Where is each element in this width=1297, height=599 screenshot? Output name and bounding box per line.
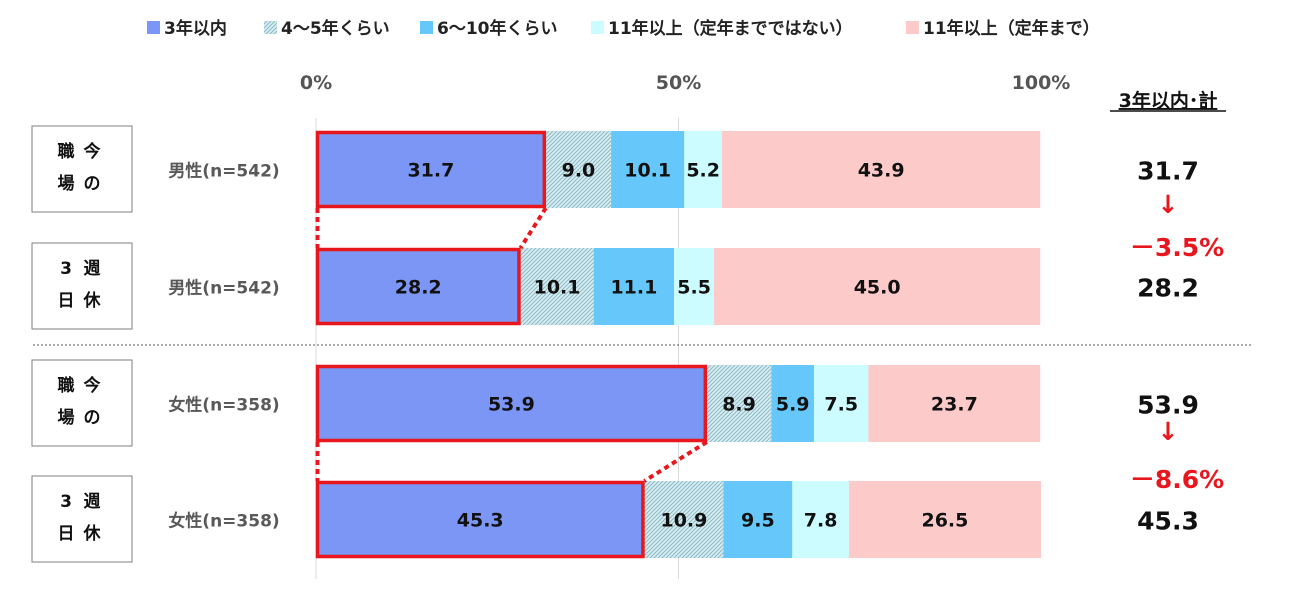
category-box bbox=[31, 359, 133, 447]
data-label: 23.7 bbox=[931, 394, 978, 416]
data-label: 10.9 bbox=[660, 510, 707, 532]
category-char: 日 bbox=[58, 291, 75, 311]
category-char: 週 bbox=[84, 259, 101, 279]
bar-segment bbox=[316, 365, 707, 442]
category-box bbox=[31, 475, 133, 563]
data-label: 9.5 bbox=[741, 510, 775, 532]
bar-segment bbox=[792, 481, 849, 558]
data-label: 5.2 bbox=[686, 160, 720, 182]
data-label: 5.5 bbox=[677, 277, 711, 299]
total-value: 53.9 bbox=[1137, 391, 1199, 420]
category-char: 職 bbox=[58, 141, 75, 162]
category-char: 職 bbox=[58, 375, 75, 396]
data-label: 28.2 bbox=[395, 277, 442, 299]
bar-segment bbox=[723, 481, 793, 558]
category-char: 3 bbox=[60, 492, 72, 512]
total-header: 3年以内･計 bbox=[1119, 89, 1218, 112]
data-label: 53.9 bbox=[488, 394, 535, 416]
highlight-outline bbox=[315, 364, 708, 443]
tick-label: 0% bbox=[300, 72, 332, 94]
bar-segment bbox=[316, 248, 521, 325]
highlight-outline bbox=[315, 247, 521, 326]
data-label: 31.7 bbox=[407, 160, 454, 182]
bar-segment bbox=[674, 248, 715, 325]
category-char: 3 bbox=[60, 259, 72, 279]
data-label: 5.9 bbox=[776, 394, 810, 416]
difference-value: －3.5% bbox=[1130, 233, 1224, 262]
data-label: 45.0 bbox=[854, 277, 901, 299]
data-label: 11.1 bbox=[610, 277, 657, 299]
category-char: 週 bbox=[84, 492, 101, 512]
totals-column: 3年以内･計 31.7 28.2 53.9 45.3 ↓ －3.5% ↓ －8.6% bbox=[1110, 89, 1226, 536]
bar-segment bbox=[644, 481, 724, 558]
data-label: 7.5 bbox=[824, 394, 858, 416]
legend-label: 11年以上（定年まで） bbox=[923, 18, 1100, 39]
data-label: 43.9 bbox=[858, 160, 905, 182]
legend-label: 6〜10年くらい bbox=[437, 18, 558, 39]
group-label: 女性(n=358) bbox=[168, 511, 279, 532]
category-char: 場 bbox=[58, 174, 75, 194]
legend: 3年以内 4〜5年くらい 6〜10年くらい 11年以上（定年までではない） 11年以上（… bbox=[147, 18, 1100, 39]
down-arrow-icon: ↓ bbox=[1158, 190, 1179, 219]
bar-segment bbox=[611, 131, 685, 208]
highlight-outline bbox=[315, 480, 645, 559]
category-char: の bbox=[84, 408, 101, 428]
bar-segment bbox=[316, 481, 645, 558]
bar-segment bbox=[722, 131, 1041, 208]
total-value: 45.3 bbox=[1137, 507, 1199, 536]
bar-segment bbox=[848, 481, 1041, 558]
group-label: 男性(n=542) bbox=[168, 278, 279, 299]
category-char: 休 bbox=[83, 290, 102, 311]
connector-right bbox=[518, 206, 548, 250]
total-value: 31.7 bbox=[1137, 157, 1199, 186]
difference-value: －8.6% bbox=[1130, 465, 1224, 494]
category-char: 日 bbox=[58, 524, 75, 544]
data-label: 8.9 bbox=[722, 394, 756, 416]
legend-label: 11年以上（定年までではない） bbox=[608, 18, 853, 39]
data-label: 10.1 bbox=[534, 277, 581, 299]
category-box bbox=[31, 125, 133, 213]
category-box bbox=[31, 242, 133, 330]
bar-segment bbox=[545, 131, 612, 208]
category-char: 場 bbox=[58, 408, 75, 428]
category-char: の bbox=[84, 174, 101, 194]
bar-segment bbox=[714, 248, 1041, 325]
bar-segment bbox=[520, 248, 594, 325]
category-char: 休 bbox=[83, 523, 102, 544]
category-char: 今 bbox=[84, 375, 101, 396]
bars: 31.7 9.0 10.1 5.2 43.9 28.2 10.1 11.1 5.5 45.0 53.… bbox=[315, 130, 1041, 559]
data-label: 9.0 bbox=[562, 160, 596, 182]
down-arrow-icon: ↓ bbox=[1158, 417, 1179, 446]
tick-label: 100% bbox=[1012, 72, 1071, 94]
data-label: 7.8 bbox=[804, 510, 838, 532]
group-label: 女性(n=358) bbox=[168, 395, 279, 416]
data-label: 26.5 bbox=[921, 510, 968, 532]
bar-segment bbox=[316, 131, 546, 208]
total-value: 28.2 bbox=[1137, 274, 1199, 303]
group-label: 男性(n=542) bbox=[168, 161, 279, 182]
legend-label: 4〜5年くらい bbox=[281, 18, 390, 39]
data-label: 45.3 bbox=[457, 510, 504, 532]
highlight-outline bbox=[315, 130, 547, 209]
legend-swatch bbox=[147, 21, 160, 34]
bar-segment bbox=[706, 365, 772, 442]
data-label: 10.1 bbox=[624, 160, 671, 182]
legend-swatch bbox=[264, 21, 277, 34]
connector-right bbox=[643, 440, 708, 483]
legend-label: 3年以内 bbox=[164, 18, 227, 39]
bar-segment bbox=[814, 365, 869, 442]
row-labels: 今職の場男性(n=542)週3休日男性(n=542)今職の場女性(n=358)週… bbox=[31, 125, 280, 563]
legend-swatch bbox=[420, 21, 433, 34]
category-char: 今 bbox=[84, 141, 101, 162]
bar-segment bbox=[868, 365, 1041, 442]
x-axis: 0% 50% 100% bbox=[300, 72, 1070, 94]
legend-swatch bbox=[591, 21, 604, 34]
tick-label: 50% bbox=[656, 72, 701, 94]
bar-segment bbox=[771, 365, 815, 442]
legend-swatch bbox=[906, 21, 919, 34]
bar-segment bbox=[593, 248, 675, 325]
bar-segment bbox=[684, 131, 722, 208]
